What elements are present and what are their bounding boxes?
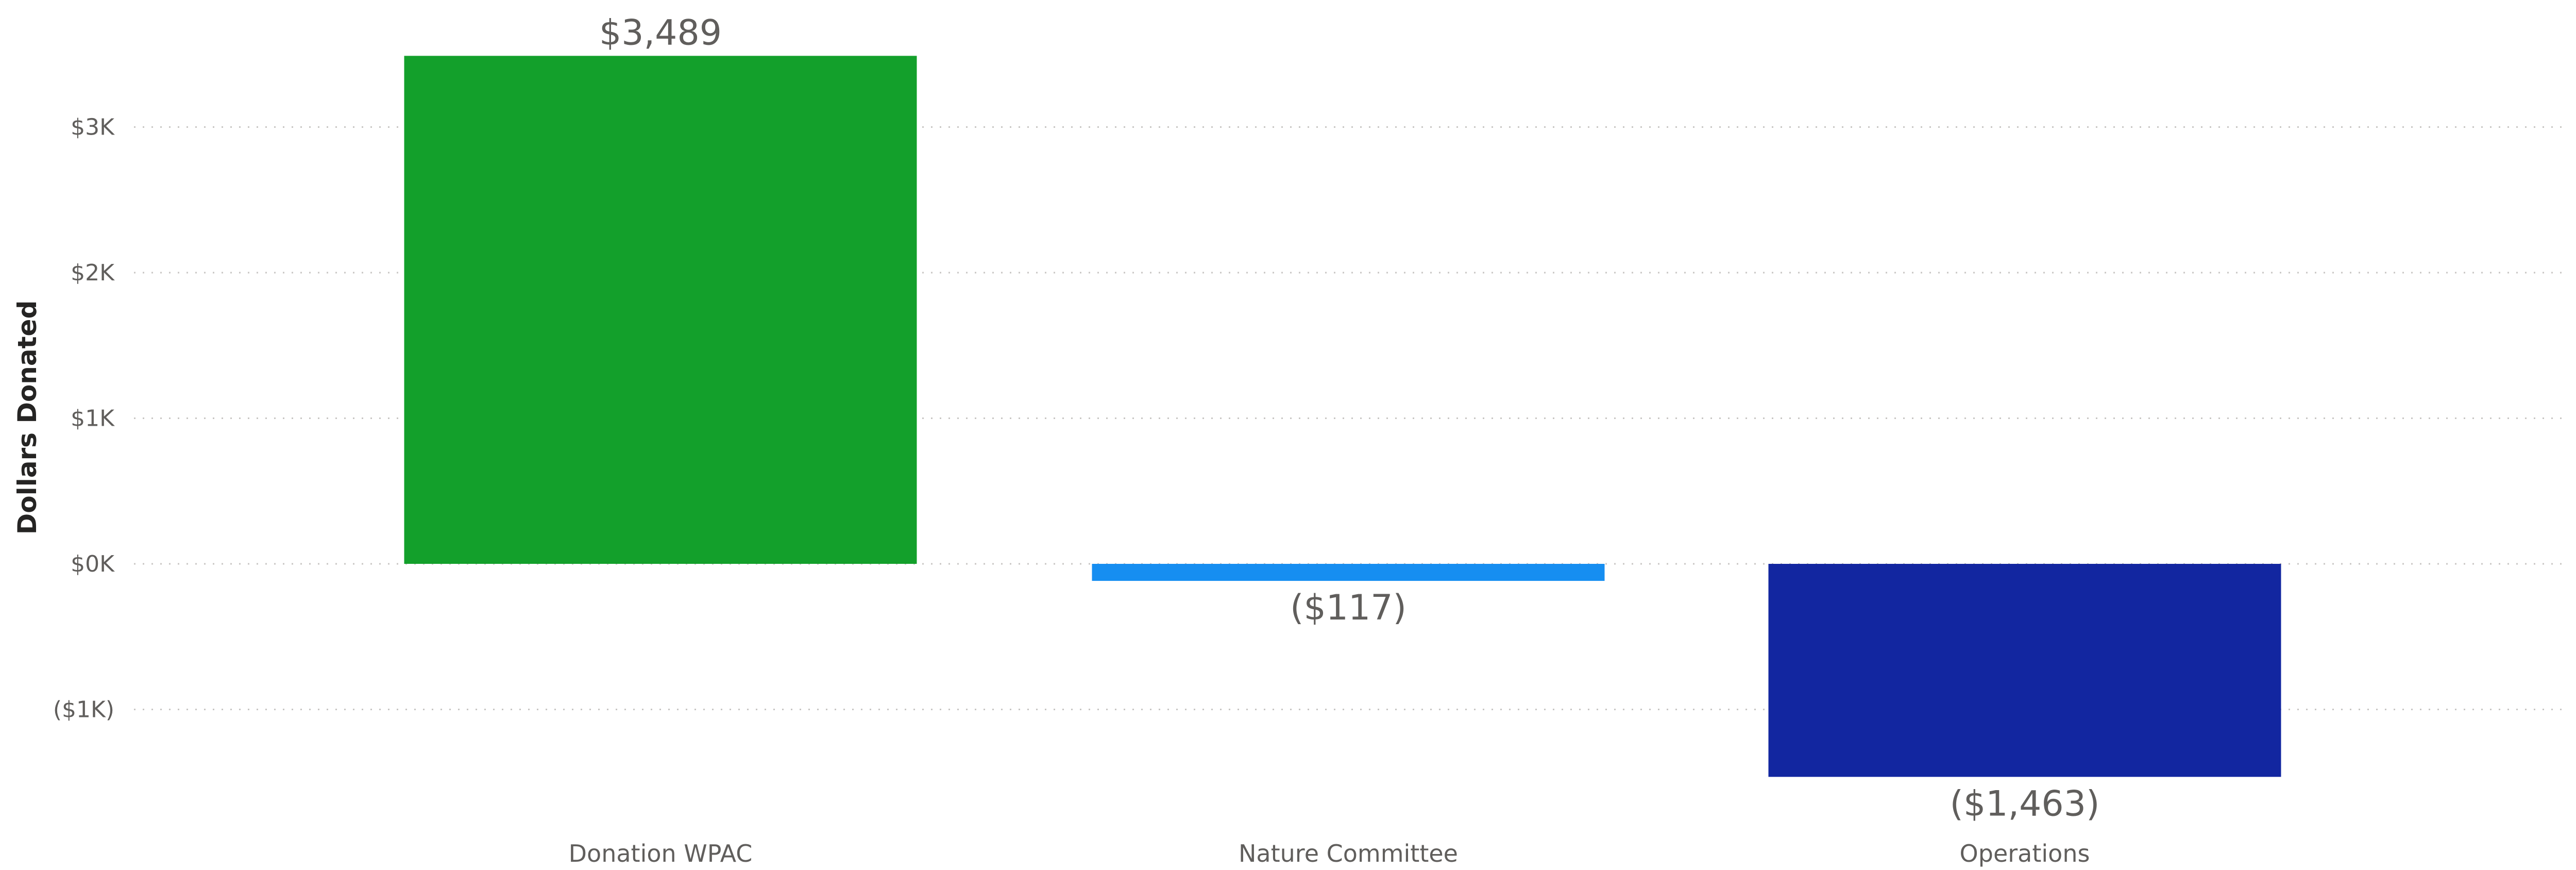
data-label: ($1,463) — [1950, 783, 2100, 824]
category-label: Nature Committee — [1239, 840, 1458, 867]
y-tick-label: $0K — [71, 551, 115, 577]
data-labels: $3,489 ($117) ($1,463) — [599, 12, 2099, 824]
bar-operations[interactable] — [1768, 564, 2281, 777]
x-axis-categories: Donation WPAC Nature Committee Operations — [569, 840, 2090, 867]
data-label: ($117) — [1290, 588, 1406, 628]
data-label: $3,489 — [599, 12, 722, 53]
y-tick-label: ($1K) — [53, 697, 114, 723]
bar-nature-committee[interactable] — [1092, 564, 1605, 581]
y-axis-title: Dollars Donated — [12, 300, 42, 535]
category-label: Donation WPAC — [569, 840, 753, 867]
bars — [404, 56, 2281, 777]
y-axis-ticks: $3K $2K $1K $0K ($1K) — [53, 114, 115, 723]
bar-donation-wpac[interactable] — [404, 56, 917, 564]
y-tick-label: $3K — [71, 114, 115, 141]
y-tick-label: $1K — [71, 406, 115, 432]
category-label: Operations — [1960, 840, 2090, 867]
y-tick-label: $2K — [71, 260, 115, 286]
